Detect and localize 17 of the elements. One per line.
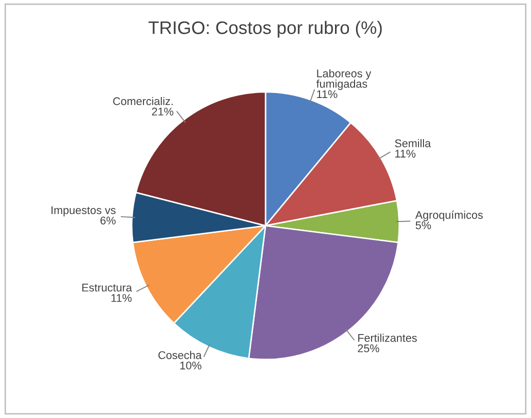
- data-label: 11%: [317, 90, 338, 98]
- data-label: 5%: [416, 221, 431, 230]
- data-label: 6%: [100, 216, 116, 224]
- data-label: 25%: [358, 344, 380, 352]
- slice-label: Agroquímicos: [415, 210, 483, 222]
- slice-label: Comercializ.: [113, 96, 173, 106]
- slice-label: Impuestos vs: [52, 206, 116, 216]
- slice-label: Fertilizantes: [358, 334, 417, 342]
- slice-label: Laboreos y fumigadas: [316, 69, 372, 90]
- slice-label: Estructura: [82, 284, 132, 292]
- data-label: 10%: [180, 362, 202, 370]
- data-label: 11%: [395, 150, 416, 158]
- data-label: 21%: [152, 108, 174, 116]
- chart-title: TRIGO: Costos por rubro (%): [148, 20, 382, 38]
- data-label: 11%: [111, 294, 132, 302]
- slice-label: Semilla: [394, 139, 431, 148]
- slice-label: Cosecha: [158, 350, 202, 360]
